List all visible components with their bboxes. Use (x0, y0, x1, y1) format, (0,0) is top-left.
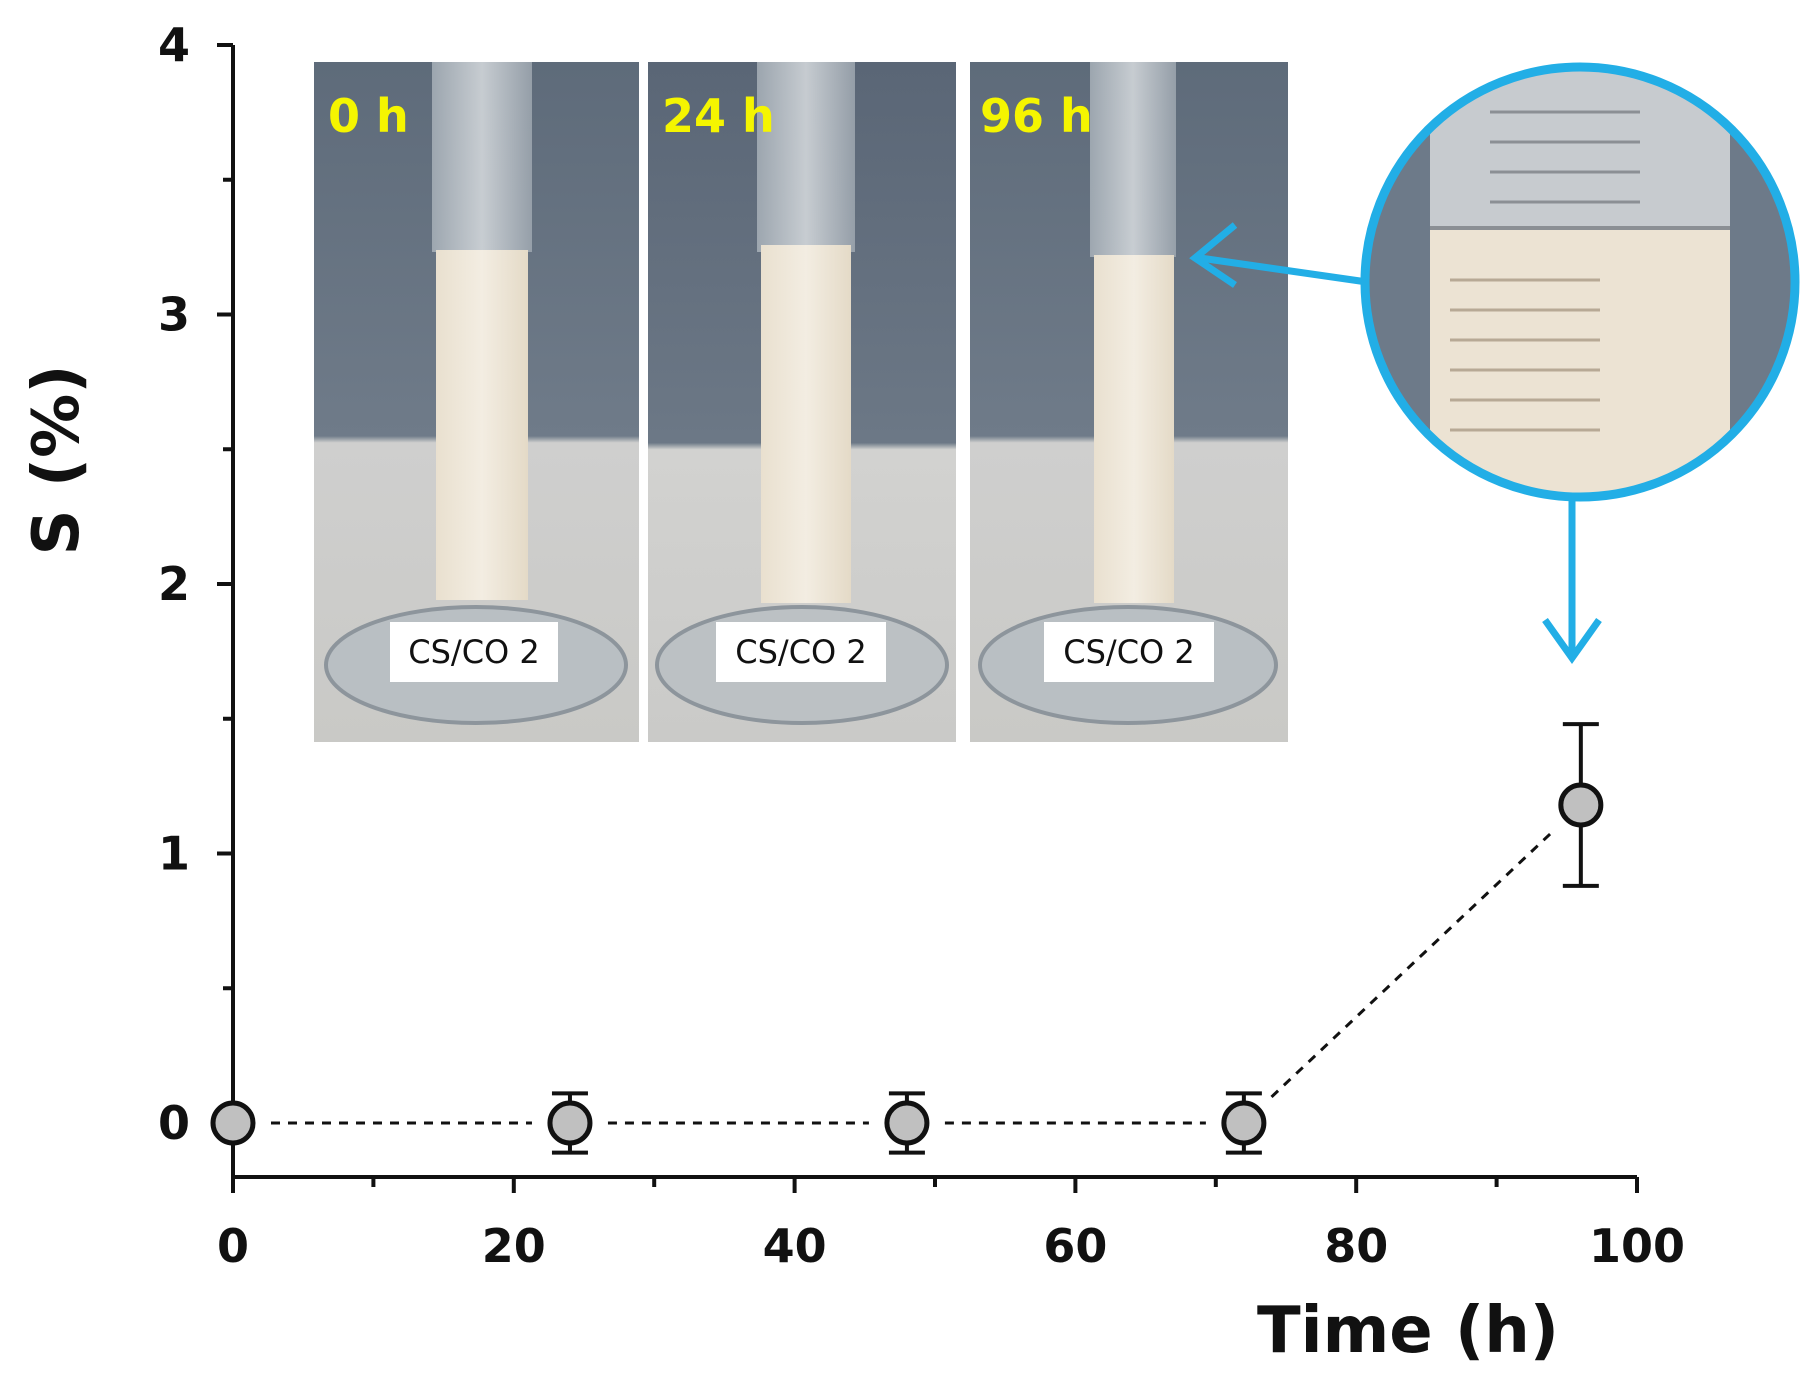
y-tick-label: 3 (158, 288, 190, 342)
callout-arrowhead-down (1542, 617, 1602, 665)
photo-panel-24h: 24 h CS/CO 2 (648, 62, 956, 742)
y-tick-label: 2 (158, 557, 190, 611)
photo-sample-label: CS/CO 2 (408, 633, 540, 671)
y-axis-title: S (%) (20, 365, 94, 556)
x-tick-label: 40 (763, 1219, 827, 1273)
data-series (210, 722, 1604, 1155)
photo-time-label: 96 h (980, 89, 1093, 143)
x-tick-label: 20 (482, 1219, 546, 1273)
axes: 0 20 40 60 80 100 0 1 2 3 4 Time (h) S (%) (20, 18, 1685, 1368)
y-tick-label: 0 (158, 1096, 190, 1150)
x-tick-label: 0 (217, 1219, 249, 1273)
data-point (210, 1100, 256, 1146)
zoom-callout (1189, 62, 1800, 665)
photo-time-label: 0 h (328, 89, 409, 143)
x-tick-label: 100 (1589, 1219, 1685, 1273)
photo-panel-0h: 0 h CS/CO 2 (314, 62, 639, 742)
y-tick-label: 1 (158, 827, 190, 881)
photo-sample-label: CS/CO 2 (735, 633, 867, 671)
axis-tick-labels: 0 20 40 60 80 100 0 1 2 3 4 (158, 18, 1685, 1273)
photo-time-label: 24 h (662, 89, 775, 143)
x-axis-title: Time (h) (1257, 1294, 1559, 1368)
data-point (547, 1100, 593, 1146)
data-point (884, 1100, 930, 1146)
inset-photos: 0 h CS/CO 2 24 h CS/CO 2 96 h CS/CO 2 (314, 62, 1288, 742)
photo-sample-label: CS/CO 2 (1063, 633, 1195, 671)
photo-panel-96h: 96 h CS/CO 2 (970, 62, 1288, 742)
callout-arrow-left (1199, 254, 1368, 286)
callout-arrowhead-left (1189, 222, 1238, 288)
data-point (1221, 1100, 1267, 1146)
x-tick-label: 80 (1324, 1219, 1388, 1273)
y-tick-label: 4 (158, 18, 190, 72)
data-point (1558, 782, 1604, 828)
series-line-segment (1270, 829, 1555, 1099)
x-tick-label: 60 (1043, 1219, 1107, 1273)
